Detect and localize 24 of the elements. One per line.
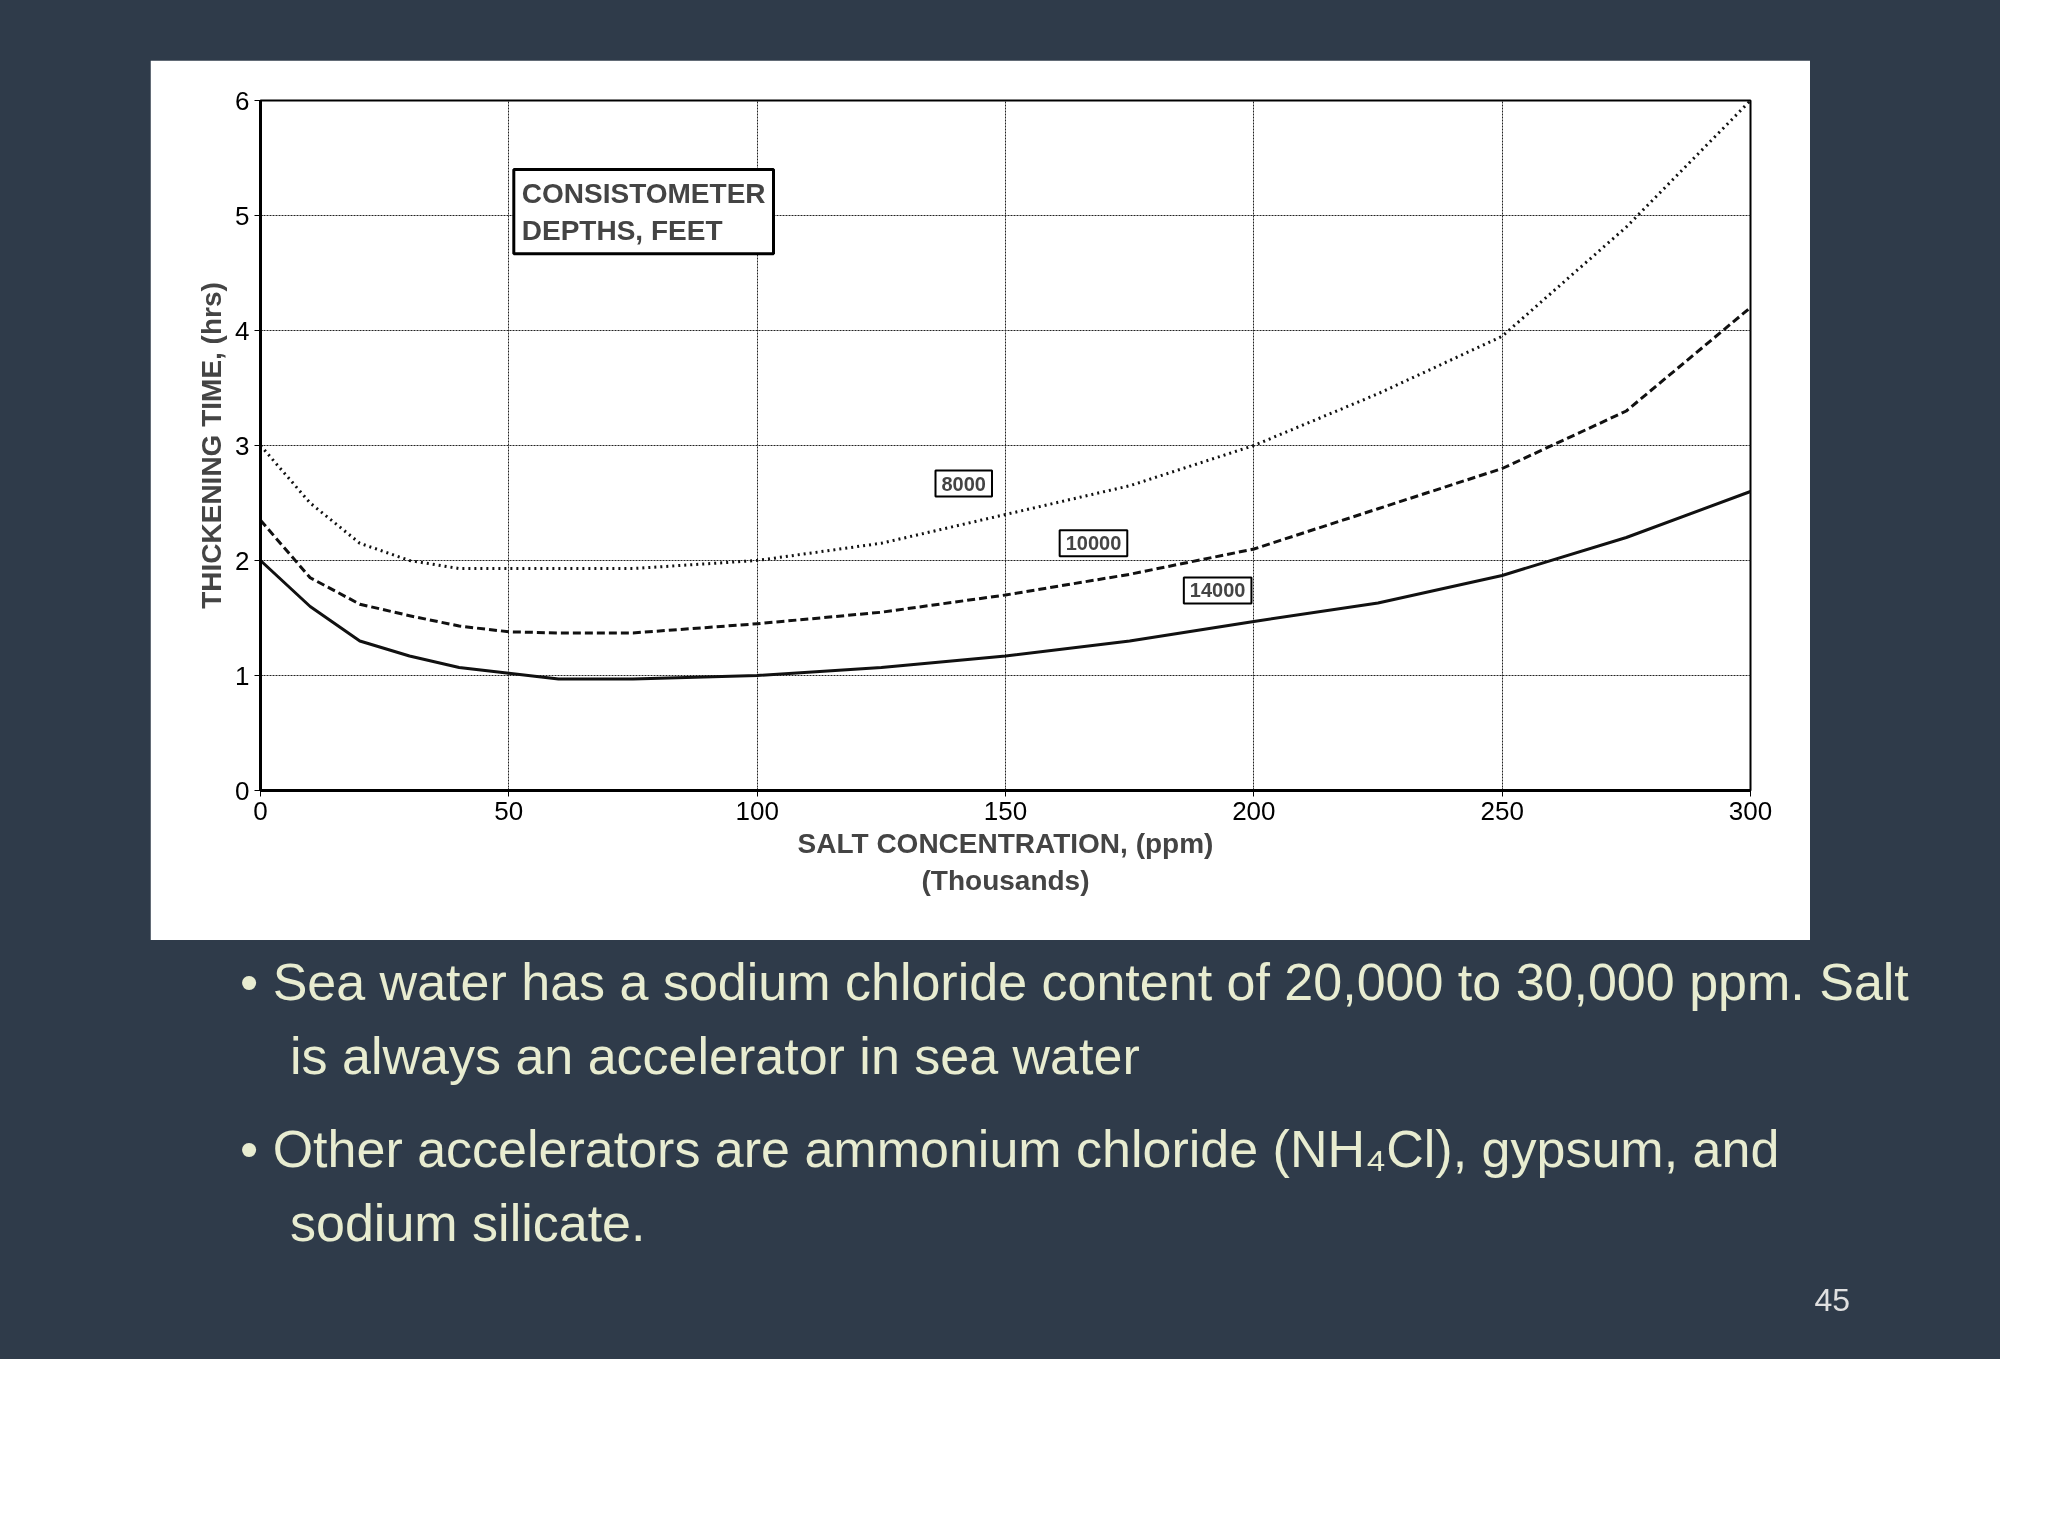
text: • Other accelerators are ammonium chloride (NH₄Cl), gypsum, and sodium silicate. bbox=[240, 1118, 1781, 1254]
series-label: 8000 bbox=[941, 472, 986, 495]
line-series bbox=[260, 306, 1751, 635]
series-label: 14000 bbox=[1189, 579, 1246, 602]
x-tick-label: 100 bbox=[735, 795, 779, 826]
x-tick-label: 300 bbox=[1728, 795, 1773, 826]
y-tick-label: 3 bbox=[235, 430, 250, 461]
y-tick-label: 2 bbox=[235, 545, 250, 576]
x-tick-label: 150 bbox=[983, 795, 1028, 826]
y-tick-label: 5 bbox=[235, 200, 250, 231]
text: • Sea water has a sodium chloride content of 20,000 to 30,000 ppm. Salt is always an accelerator in sea water bbox=[240, 952, 1910, 1088]
x-tick-label: 200 bbox=[1232, 795, 1276, 826]
x-tick-label: 250 bbox=[1480, 795, 1524, 826]
series-label: 10000 bbox=[1065, 532, 1122, 555]
y-axis-title: THICKENING TIME, (hrs) bbox=[196, 282, 228, 609]
y-tick-label: 1 bbox=[235, 660, 250, 691]
y-tick-label: 6 bbox=[235, 85, 250, 116]
line-series bbox=[260, 490, 1751, 681]
x-tick-label: 50 bbox=[494, 795, 524, 826]
text: 45 bbox=[1813, 1281, 1850, 1321]
y-tick-label: 4 bbox=[235, 315, 250, 346]
y-tick-label: 0 bbox=[235, 775, 250, 806]
x-axis-title: SALT CONCENTRATION, (ppm) (Thousands) bbox=[797, 827, 1214, 896]
legend-title: CONSISTOMETER DEPTHS, FEET bbox=[521, 177, 766, 246]
